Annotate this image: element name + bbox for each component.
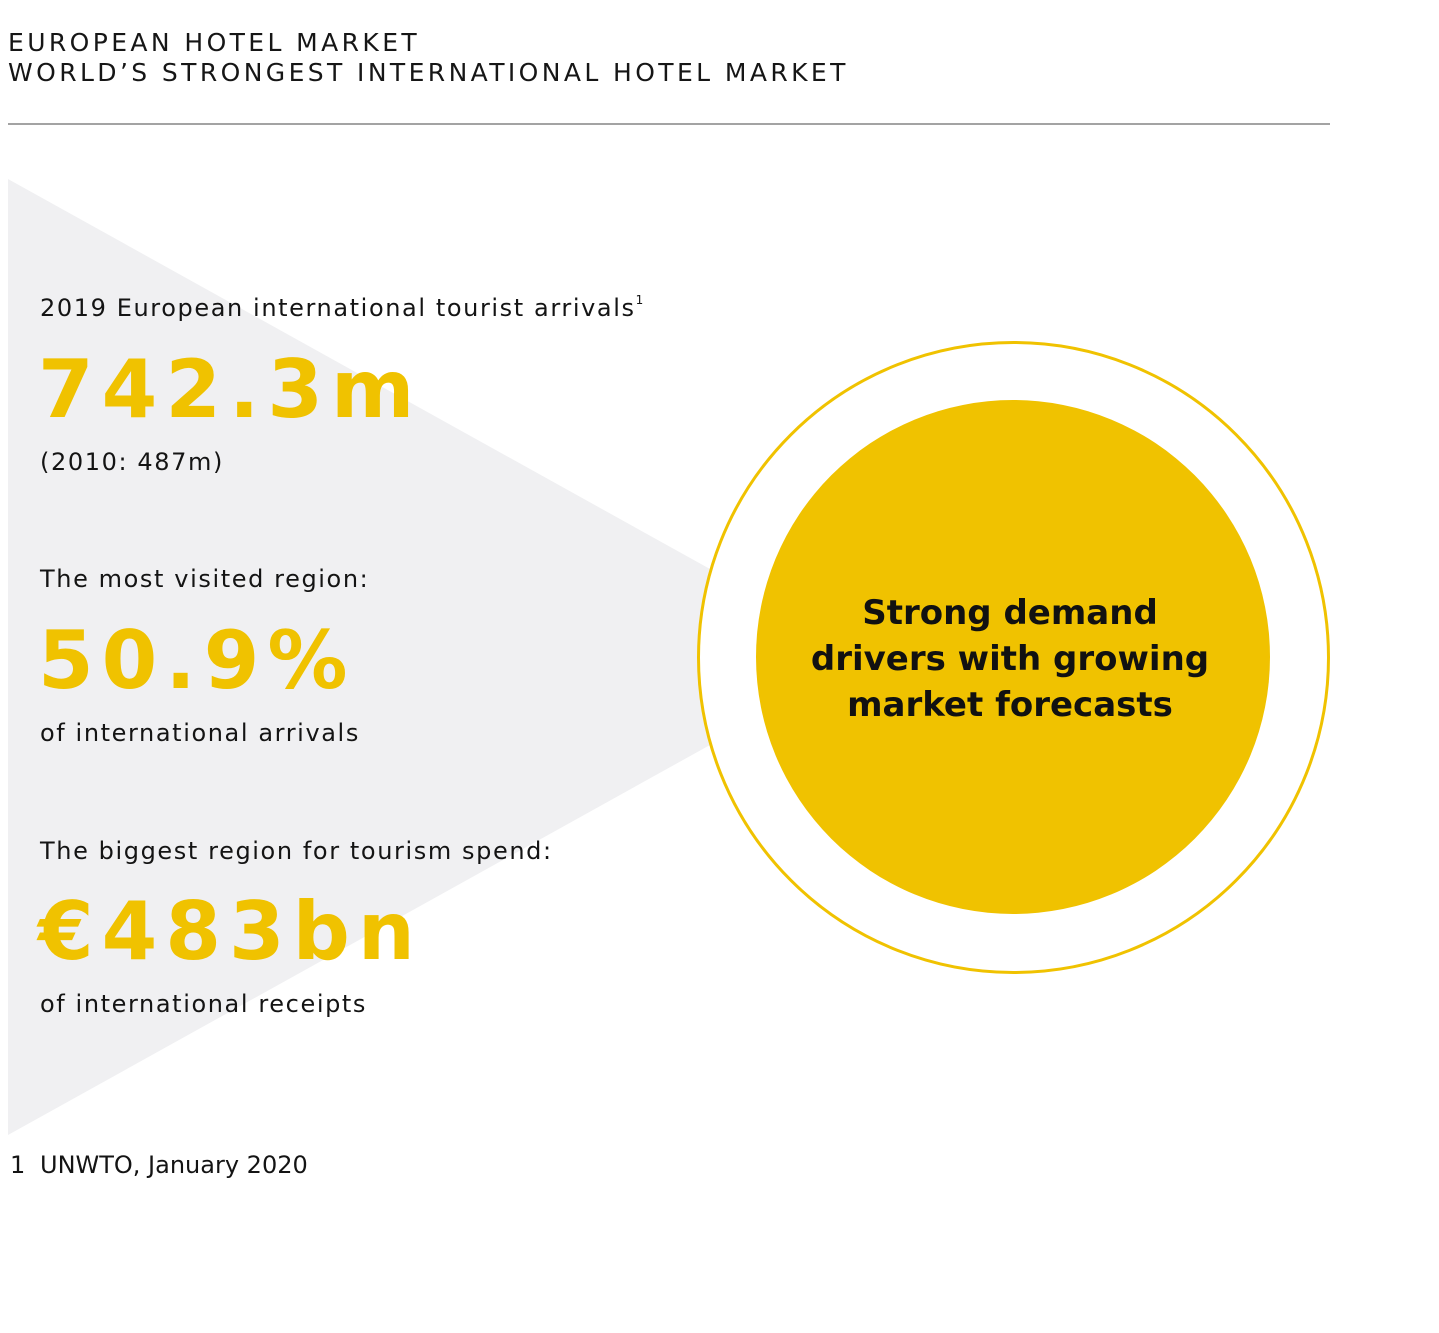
stat-share-label: The most visited region: [40, 565, 370, 593]
callout-line-2: drivers with growing [810, 639, 1210, 679]
stat-share-caption: of international arrivals [40, 719, 360, 747]
stat-spend-label: The biggest region for tourism spend: [40, 837, 553, 865]
callout-line-3: market forecasts [847, 685, 1173, 725]
stat-share-value: 50.9% [38, 614, 356, 707]
footnote-number: 1 [10, 1151, 26, 1179]
footnote-text: UNWTO, January 2020 [40, 1151, 308, 1179]
stat-arrivals-value: 742.3m [38, 343, 423, 436]
callout-line-1: Strong demand [862, 593, 1158, 633]
callout-circle [756, 400, 1270, 914]
stat-arrivals-caption: (2010: 487m) [40, 448, 224, 476]
stat-arrivals-label: 2019 European international tourist arri… [40, 293, 644, 322]
header-divider [8, 123, 1330, 125]
footnote-reference: 1 [635, 293, 644, 307]
page-title: EUROPEAN HOTEL MARKET WORLD’S STRONGEST … [8, 28, 849, 88]
stat-spend-caption: of international receipts [40, 990, 368, 1018]
source-footnote: 1 UNWTO, January 2020 [10, 1150, 308, 1180]
title-line-secondary: WORLD’S STRONGEST INTERNATIONAL HOTEL MA… [8, 58, 849, 87]
stat-spend-value: €483bn [38, 885, 423, 978]
callout-text: Strong demand drivers with growing marke… [790, 590, 1230, 728]
title-line-primary: EUROPEAN HOTEL MARKET [8, 28, 421, 57]
arrow-wedge-background [8, 179, 710, 1135]
